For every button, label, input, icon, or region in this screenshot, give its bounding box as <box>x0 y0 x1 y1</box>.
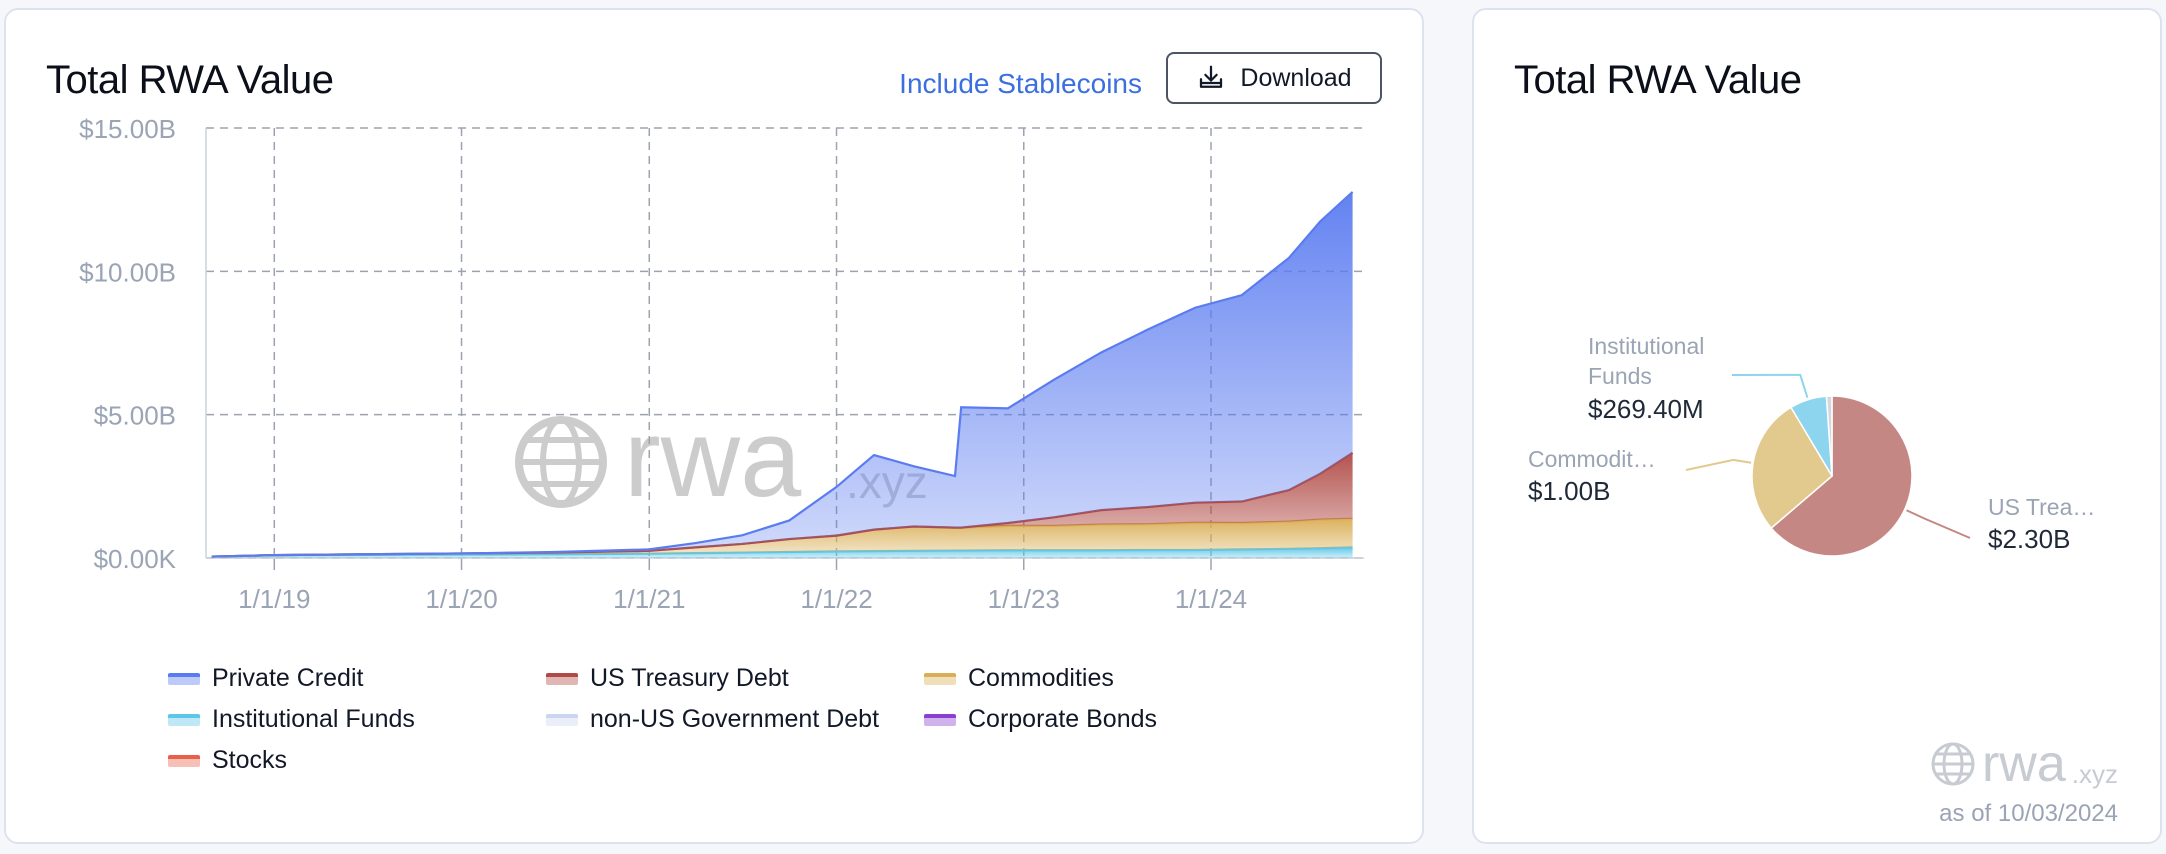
y-tick-label: $10.00B <box>79 257 176 287</box>
legend-item[interactable]: Stocks <box>168 746 546 775</box>
legend-swatch <box>546 672 578 685</box>
pie-slice[interactable] <box>1751 406 1833 530</box>
legend-label: Private Credit <box>212 664 364 692</box>
area-chart-title: Total RWA Value <box>46 58 334 102</box>
pie-chart: US Trea… $2.30B Commodit… $1.00B Institution… <box>1528 333 2095 557</box>
rwa-watermark-small: rwa .xyz <box>1930 738 2118 790</box>
pie-label: Institutional <box>1588 333 1704 359</box>
x-tick-label: 1/1/24 <box>1175 584 1247 614</box>
x-tick-label: 1/1/21 <box>613 584 685 614</box>
area-private-credit[interactable] <box>211 191 1353 557</box>
legend-swatch <box>168 713 200 726</box>
x-tick-label: 1/1/22 <box>800 584 872 614</box>
legend-swatch <box>168 754 200 767</box>
legend-label: Corporate Bonds <box>968 705 1158 733</box>
legend-item[interactable]: Corporate Bonds <box>924 705 1264 734</box>
pie-chart-title: Total RWA Value <box>1514 58 1802 102</box>
watermark-main: rwa <box>1981 735 2066 793</box>
leader-line <box>1731 373 1809 399</box>
y-tick-label: $0.00K <box>94 544 177 574</box>
series-line <box>211 191 1354 558</box>
legend-swatch <box>546 713 578 726</box>
pie-value: $269.40M <box>1588 394 1704 424</box>
watermark-suffix: .xyz <box>2071 759 2118 789</box>
pie-label: Commodit… <box>1528 446 1656 472</box>
download-label: Download <box>1240 63 1352 92</box>
area-commodities[interactable] <box>211 518 1353 557</box>
leader-line <box>1685 458 1752 471</box>
include-stablecoins-link[interactable]: Include Stablecoins <box>899 68 1142 99</box>
pie-value: $1.00B <box>1528 476 1610 506</box>
y-tick-label: $5.00B <box>94 401 176 431</box>
watermark-main: rwa <box>624 397 802 520</box>
x-tick-label: 1/1/23 <box>988 584 1060 614</box>
pie-label: US Trea… <box>1988 494 2095 520</box>
legend-swatch <box>924 672 956 685</box>
legend-item[interactable]: non-US Government Debt <box>546 705 924 734</box>
chart-legend: Private Credit US Treasury Debt Commoditie… <box>168 664 1268 775</box>
legend-label: non-US Government Debt <box>590 705 880 733</box>
legend-label: US Treasury Debt <box>590 664 789 692</box>
pie-slice[interactable] <box>1770 395 1913 557</box>
legend-swatch <box>924 713 956 726</box>
legend-item[interactable]: US Treasury Debt <box>546 664 924 693</box>
download-icon <box>1200 65 1223 88</box>
x-tick-label: 1/1/20 <box>425 584 497 614</box>
leader-line <box>1906 509 1971 539</box>
download-button[interactable]: Download <box>1166 52 1382 104</box>
pie-slice[interactable] <box>1825 395 1833 477</box>
legend-item[interactable]: Commodities <box>924 664 1264 693</box>
y-tick-label: $15.00B <box>79 114 176 144</box>
pie-label: Funds <box>1588 363 1652 389</box>
legend-swatch <box>168 672 200 685</box>
pie-value: $2.30B <box>1988 524 2070 554</box>
x-tick-label: 1/1/19 <box>238 584 310 614</box>
legend-item[interactable]: Institutional Funds <box>168 705 546 734</box>
legend-label: Stocks <box>212 746 288 774</box>
legend-item[interactable]: Private Credit <box>168 664 546 693</box>
globe-icon <box>1931 742 1975 786</box>
total-rwa-area-card: Total RWA Value Include Stablecoins Down… <box>4 8 1424 844</box>
legend-label: Institutional Funds <box>212 705 415 733</box>
legend-label: Commodities <box>968 664 1114 692</box>
total-rwa-pie-card: Total RWA Value US Trea… $2.30B Commodit… $… <box>1472 8 2162 844</box>
as-of-date: as of 10/03/2024 <box>1939 800 2118 827</box>
area-chart: $0.00K $5.00B $10.00B $15.00B 1/1/19 1/1/20 1/… <box>79 114 1364 614</box>
